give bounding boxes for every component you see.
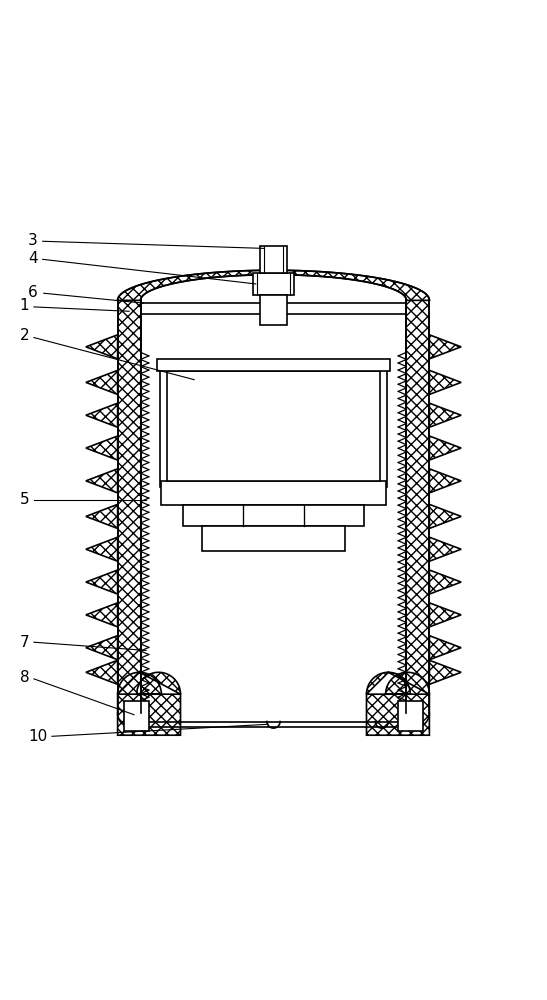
Bar [118, 300, 429, 713]
Polygon shape [429, 636, 461, 660]
Bar [118, 300, 141, 713]
Polygon shape [86, 403, 118, 427]
Text: 8: 8 [20, 670, 30, 685]
Polygon shape [429, 335, 461, 359]
Bar [141, 300, 406, 713]
Polygon shape [86, 469, 118, 493]
Polygon shape [118, 270, 429, 300]
Polygon shape [86, 537, 118, 561]
Text: 6: 6 [28, 285, 38, 300]
Polygon shape [429, 603, 461, 627]
Polygon shape [86, 370, 118, 394]
Polygon shape [86, 504, 118, 528]
Polygon shape [86, 570, 118, 594]
Text: 2: 2 [20, 328, 30, 343]
Polygon shape [86, 436, 118, 460]
Bar [202, 526, 345, 551]
Polygon shape [429, 436, 461, 460]
Bar [167, 371, 380, 481]
Polygon shape [86, 603, 118, 627]
Polygon shape [86, 636, 118, 660]
Bar [260, 295, 287, 325]
Text: 7: 7 [20, 635, 30, 650]
Bar [157, 359, 390, 371]
Bar [161, 481, 386, 505]
Bar [124, 701, 149, 731]
Polygon shape [86, 335, 118, 359]
Bar [183, 505, 364, 526]
Bar [253, 273, 294, 295]
Text: 10: 10 [28, 729, 48, 744]
Bar [260, 246, 287, 273]
Polygon shape [429, 469, 461, 493]
Text: 1: 1 [20, 298, 30, 313]
Polygon shape [429, 660, 461, 684]
Bar [398, 701, 423, 731]
Polygon shape [429, 504, 461, 528]
Text: 3: 3 [28, 233, 38, 248]
Text: 5: 5 [20, 492, 30, 508]
Bar [160, 365, 387, 487]
Polygon shape [118, 672, 181, 735]
Polygon shape [86, 660, 118, 684]
Polygon shape [366, 672, 429, 735]
Polygon shape [429, 570, 461, 594]
Polygon shape [429, 403, 461, 427]
Text: 4: 4 [28, 251, 38, 266]
Polygon shape [429, 370, 461, 394]
Bar [406, 300, 429, 713]
Polygon shape [429, 537, 461, 561]
